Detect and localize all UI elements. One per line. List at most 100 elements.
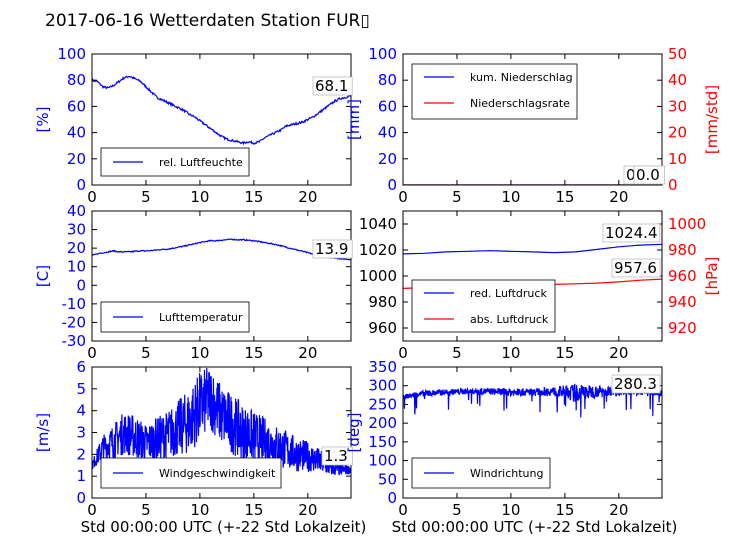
y2-tick-label: 960 xyxy=(668,267,697,285)
y2-tick-label: 50 xyxy=(668,45,687,63)
legend-label: Windgeschwindigkeit xyxy=(159,467,276,480)
y-tick-label: 80 xyxy=(67,71,86,89)
x-tick-label: 5 xyxy=(452,344,462,362)
y-tick-label: 1000 xyxy=(359,267,397,285)
y-tick-label: 6 xyxy=(76,358,86,376)
y-tick-label: 1020 xyxy=(359,241,397,259)
panel-rain: 0 5 10 15 20 0 20 40 60 80 100 [mm] 0 10 20 30 40 50 [mm/s… xyxy=(345,45,721,206)
y-tick-label: 960 xyxy=(368,319,397,337)
last-value-label-box xyxy=(312,239,353,259)
last-value-label-text: 13.9 xyxy=(315,240,348,258)
y-tick-label: 0 xyxy=(387,176,397,194)
x-tick-label: 10 xyxy=(190,501,209,519)
x-tick-label: 15 xyxy=(555,501,574,519)
legend-box xyxy=(411,279,556,333)
last-value-label-text: 280.3 xyxy=(614,375,657,393)
last-value-label-box xyxy=(312,76,353,96)
y2-axis-label: [hPa] xyxy=(703,257,721,296)
y2-tick-label: 940 xyxy=(668,293,697,311)
y2-axis-label: [mm/std] xyxy=(703,85,721,154)
y2-tick-label: 30 xyxy=(668,97,687,115)
axes-frame xyxy=(91,210,352,342)
y-tick-label: 0 xyxy=(76,176,86,194)
y-tick-label: 20 xyxy=(67,150,86,168)
y-tick-label: 40 xyxy=(67,202,86,220)
axes-frame xyxy=(402,366,663,499)
x-tick-label: 0 xyxy=(398,344,408,362)
y2-tick-label: 0 xyxy=(668,176,678,194)
x-tick-label: 20 xyxy=(298,188,317,206)
last-value-label-2-text: 957.6 xyxy=(614,259,657,277)
last-value-label-text: 68.1 xyxy=(315,77,348,95)
y-tick-label: 100 xyxy=(368,45,397,63)
panel-humidity: 0 5 10 15 20 0 20 40 60 80 100 [%] rel. Luftfeuchte 6… xyxy=(34,45,353,206)
y-tick-label: 4 xyxy=(76,402,86,420)
y-tick-label: 5 xyxy=(76,380,86,398)
x-tick-label: 5 xyxy=(141,501,151,519)
y-tick-label: 3 xyxy=(76,424,86,442)
y-tick-label: 20 xyxy=(378,150,397,168)
y-tick-label: 60 xyxy=(67,97,86,115)
y-tick-label: 30 xyxy=(67,221,86,239)
y-tick-label: 100 xyxy=(368,452,397,470)
last-value-label: 1.3 xyxy=(321,446,353,466)
y-tick-label: 1040 xyxy=(359,215,397,233)
y-tick-label: 100 xyxy=(57,45,86,63)
y-tick-label: 60 xyxy=(378,97,397,115)
legend-box xyxy=(411,63,578,120)
x-tick-label: 20 xyxy=(609,344,628,362)
y2-tick-label: 920 xyxy=(668,319,697,337)
y-tick-label: 10 xyxy=(67,258,86,276)
y-tick-label: 150 xyxy=(368,433,397,451)
y-tick-label: 0 xyxy=(76,276,86,294)
legend-label: abs. Luftdruck xyxy=(470,313,549,326)
x-tick-label: 15 xyxy=(244,501,263,519)
last-value-label-box xyxy=(611,374,661,394)
series-group xyxy=(403,383,662,418)
axes-frame xyxy=(402,53,663,186)
y-tick-label: 980 xyxy=(368,293,397,311)
last-value-label: 1024.4 xyxy=(602,223,661,243)
series-group xyxy=(92,75,351,146)
y-axis-label: [mm] xyxy=(345,99,363,140)
x-tick-label: 15 xyxy=(555,188,574,206)
y-tick-label: -30 xyxy=(62,332,87,350)
legend-label: rel. Luftfeuchte xyxy=(159,156,243,169)
y-tick-label: 0 xyxy=(387,489,397,507)
x-tick-label: 5 xyxy=(452,188,462,206)
x-tick-label: 10 xyxy=(190,188,209,206)
series-line-windgeschwindigkeit xyxy=(92,367,351,476)
y-axis-label: [C] xyxy=(34,265,52,287)
x-tick-label: 5 xyxy=(141,188,151,206)
last-value-label-2: 0.0 xyxy=(633,165,665,185)
y2-tick-label: 40 xyxy=(668,71,687,89)
last-value-label-2-box xyxy=(633,165,665,185)
y-tick-label: 20 xyxy=(67,239,86,257)
series-line-windrichtung xyxy=(403,383,662,418)
series-group xyxy=(92,238,351,261)
y-tick-label: 250 xyxy=(368,395,397,413)
last-value-label-2-text: 0.0 xyxy=(636,166,660,184)
x-tick-label: 10 xyxy=(501,501,520,519)
panel-temperature: 0 5 10 15 20-30-20-10010203040[C]Lufttempera… xyxy=(34,202,353,362)
x-tick-label: 0 xyxy=(87,188,97,206)
x-tick-label: 20 xyxy=(609,501,628,519)
x-tick-label: 0 xyxy=(87,344,97,362)
legend-label: red. Luftdruck xyxy=(470,287,547,300)
y-tick-label: 350 xyxy=(368,358,397,376)
x-tick-label: 0 xyxy=(398,501,408,519)
figure-title: 2017-06-16 Wetterdaten Station FUR▯ xyxy=(45,11,370,31)
y-tick-label: 80 xyxy=(378,71,397,89)
legend-label: Windrichtung xyxy=(470,467,543,480)
x-axis-label: Std 00:00:00 UTC (+-22 Std Lokalzeit) xyxy=(392,518,678,536)
y-tick-label: 40 xyxy=(378,124,397,142)
x-tick-label: 5 xyxy=(141,344,151,362)
x-tick-label: 0 xyxy=(87,501,97,519)
last-value-label-box xyxy=(321,446,353,466)
x-tick-label: 20 xyxy=(298,501,317,519)
y-tick-label: 0 xyxy=(76,489,86,507)
last-value-label-2: 957.6 xyxy=(611,258,661,278)
